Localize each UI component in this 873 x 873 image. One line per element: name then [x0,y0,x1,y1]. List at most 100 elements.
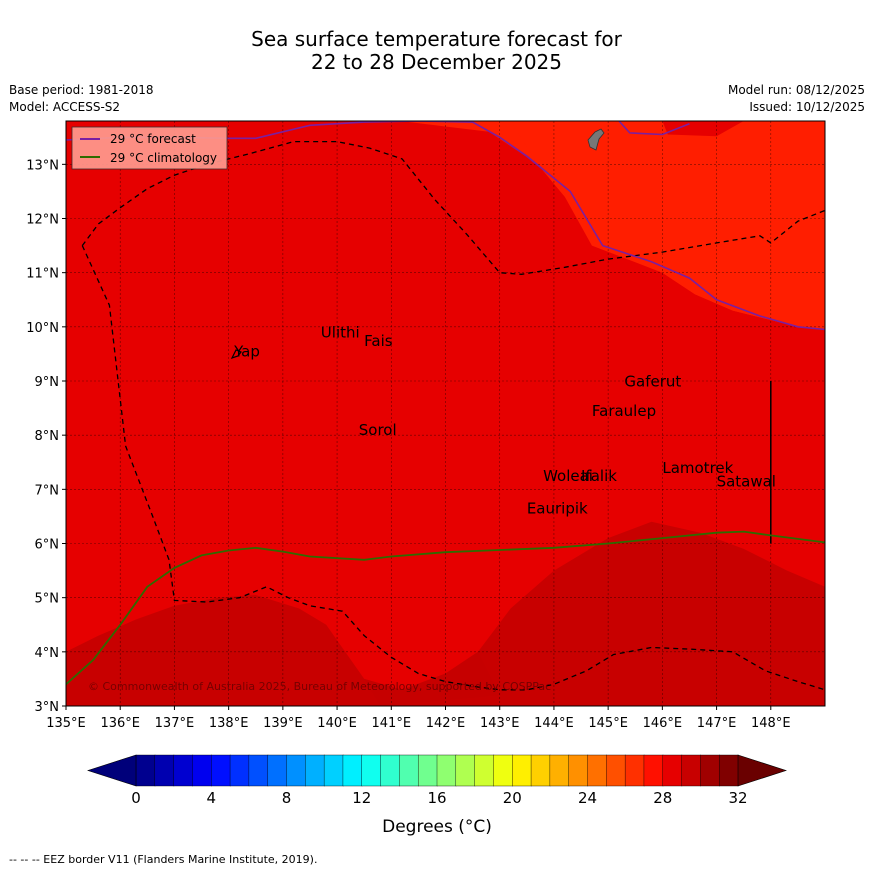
colorbar-bin-21 [530,754,551,787]
colorbar-tick-24: 24 [578,789,597,807]
eez-footnote: -- -- -- EEZ border V11 (Flanders Marine… [9,853,318,866]
place-label-yap: Yap [233,343,260,361]
colorbar-bin-2 [173,754,194,787]
place-label-woleai: Woleai [543,467,593,485]
lat-tick-label-8: 11°N [26,267,59,282]
lon-tick-label-0: 135°E [46,716,86,731]
place-label-ulithi: Ulithi [321,324,360,342]
lon-tick-label-12: 147°E [697,716,737,731]
colorbar-bin-7 [267,754,288,787]
sst-band-31 [364,651,500,706]
guam-landmass [587,128,605,151]
colorbar-bin-10 [323,754,344,787]
lon-tick-label-4: 139°E [263,716,303,731]
colorbar-bin-8 [286,754,306,787]
sst-band-28-29-east [510,121,825,330]
lat-tick-label-4: 7°N [35,483,60,498]
lat-tick-label-3: 6°N [35,538,60,553]
colorbar-bin-13 [380,754,400,787]
colorbar-tick-8: 8 [282,789,292,807]
colorbar-min-arrow [87,754,137,787]
lat-tick-label-6: 9°N [35,375,60,390]
meta-left: Base period: 1981-2018 Model: ACCESS-S2 [9,82,154,116]
colorbar-bin-11 [342,754,363,787]
lat-tick-label-0: 3°N [35,700,60,715]
climatology-29c-contour [66,530,825,685]
model-name: Model: ACCESS-S2 [9,100,121,114]
colorbar-bin-22 [549,754,570,787]
place-label-faraulep: Faraulep [592,402,656,420]
colorbar-bin-1 [154,754,175,787]
lon-tick-label-2: 137°E [155,716,195,731]
colorbar-bin-15 [417,754,438,787]
colorbar-label: Degrees (°C) [382,817,492,837]
colorbar-bin-25 [606,754,626,787]
colorbar-bin-9 [305,754,325,787]
lat-tick-label-1: 4°N [35,646,60,661]
colorbar-max-arrow [737,754,787,787]
sst-field: Yap Ulithi Fais Sorol Gaferut Faraulep WoleaiI… [66,121,825,706]
colorbar-tick-0: 0 [131,789,141,807]
colorbar-bin-23 [568,754,589,787]
lon-tick-label-1: 136°E [100,716,140,731]
lon-tick-label-6: 141°E [372,716,412,731]
lon-tick-label-11: 146°E [643,716,683,731]
colorbar-bin-16 [436,754,457,787]
issued-date: Issued: 10/12/2025 [749,100,865,114]
lat-tick-label-5: 8°N [35,429,60,444]
chart-title: Sea surface temperature forecast for 22 … [0,28,873,74]
colorbar-bin-24 [587,754,607,787]
colorbar-bin-29 [681,754,701,787]
colorbar-bin-12 [361,754,382,787]
colorbar-bin-28 [662,754,683,787]
title-line-2: 22 to 28 December 2025 [310,50,562,74]
place-label-gaferut: Gaferut [624,372,681,390]
lon-tick-label-5: 140°E [317,716,357,731]
lon-tick-label-3: 138°E [209,716,249,731]
colorbar-bin-5 [229,754,250,787]
place-label-lamotrek: Lamotrek [662,459,733,477]
place-label-ifalik: Ifalik [581,467,617,485]
colorbar: 0 4 8 12 16 20 24 28 32 Degrees (°C) [87,754,787,837]
place-label-fais: Fais [364,332,393,350]
yap-landmass [230,349,242,360]
colorbar-bin-6 [248,754,269,787]
colorbar-bin-0 [135,754,156,787]
lon-tick-label-13: 148°E [751,716,791,731]
colorbar-bin-31 [718,754,739,787]
forecast-29c-contour [66,121,825,331]
colorbar-bin-18 [474,754,495,787]
colorbar-bin-26 [624,754,645,787]
colorbar-tick-20: 20 [503,789,522,807]
colorbar-tick-12: 12 [352,789,371,807]
colorbar-bin-30 [700,754,720,787]
colorbar-bin-20 [512,754,532,787]
sst-band-30-31 [66,521,825,706]
lat-tick-label-2: 5°N [35,592,60,607]
legend-forecast-label: 29 °C forecast [110,132,196,146]
copyright-notice: © Commonwealth of Australia 2025, Bureau… [88,680,551,693]
lat-tick-label-9: 12°N [26,213,59,228]
colorbar-bin-19 [493,754,513,787]
colorbar-tick-28: 28 [653,789,672,807]
legend-box [71,126,228,170]
colorbar-bin-3 [192,754,212,787]
colorbar-tick-16: 16 [427,789,446,807]
model-run: Model run: 08/12/2025 [727,83,865,97]
title-line-1: Sea surface temperature forecast for [251,27,622,51]
meta-right: Model run: 08/12/2025 Issued: 10/12/2025 [728,82,865,116]
legend-climatology-label: 29 °C climatology [110,151,217,165]
lon-tick-label-10: 145°E [588,716,628,731]
sst-pocket [662,121,744,137]
lon-tick-label-7: 142°E [426,716,466,731]
colorbar-bin-14 [399,754,419,787]
lon-tick-label-9: 144°E [534,716,574,731]
forecast-29c-contour-2 [618,121,690,136]
map-legend: 29 °C forecast 29 °C climatology [71,126,228,170]
place-label-sorol: Sorol [359,421,397,439]
colorbar-bin-4 [211,754,231,787]
lat-tick-label-7: 10°N [26,321,59,336]
colorbar-bin-27 [643,754,664,787]
place-label-satawal: Satawal [717,473,776,491]
